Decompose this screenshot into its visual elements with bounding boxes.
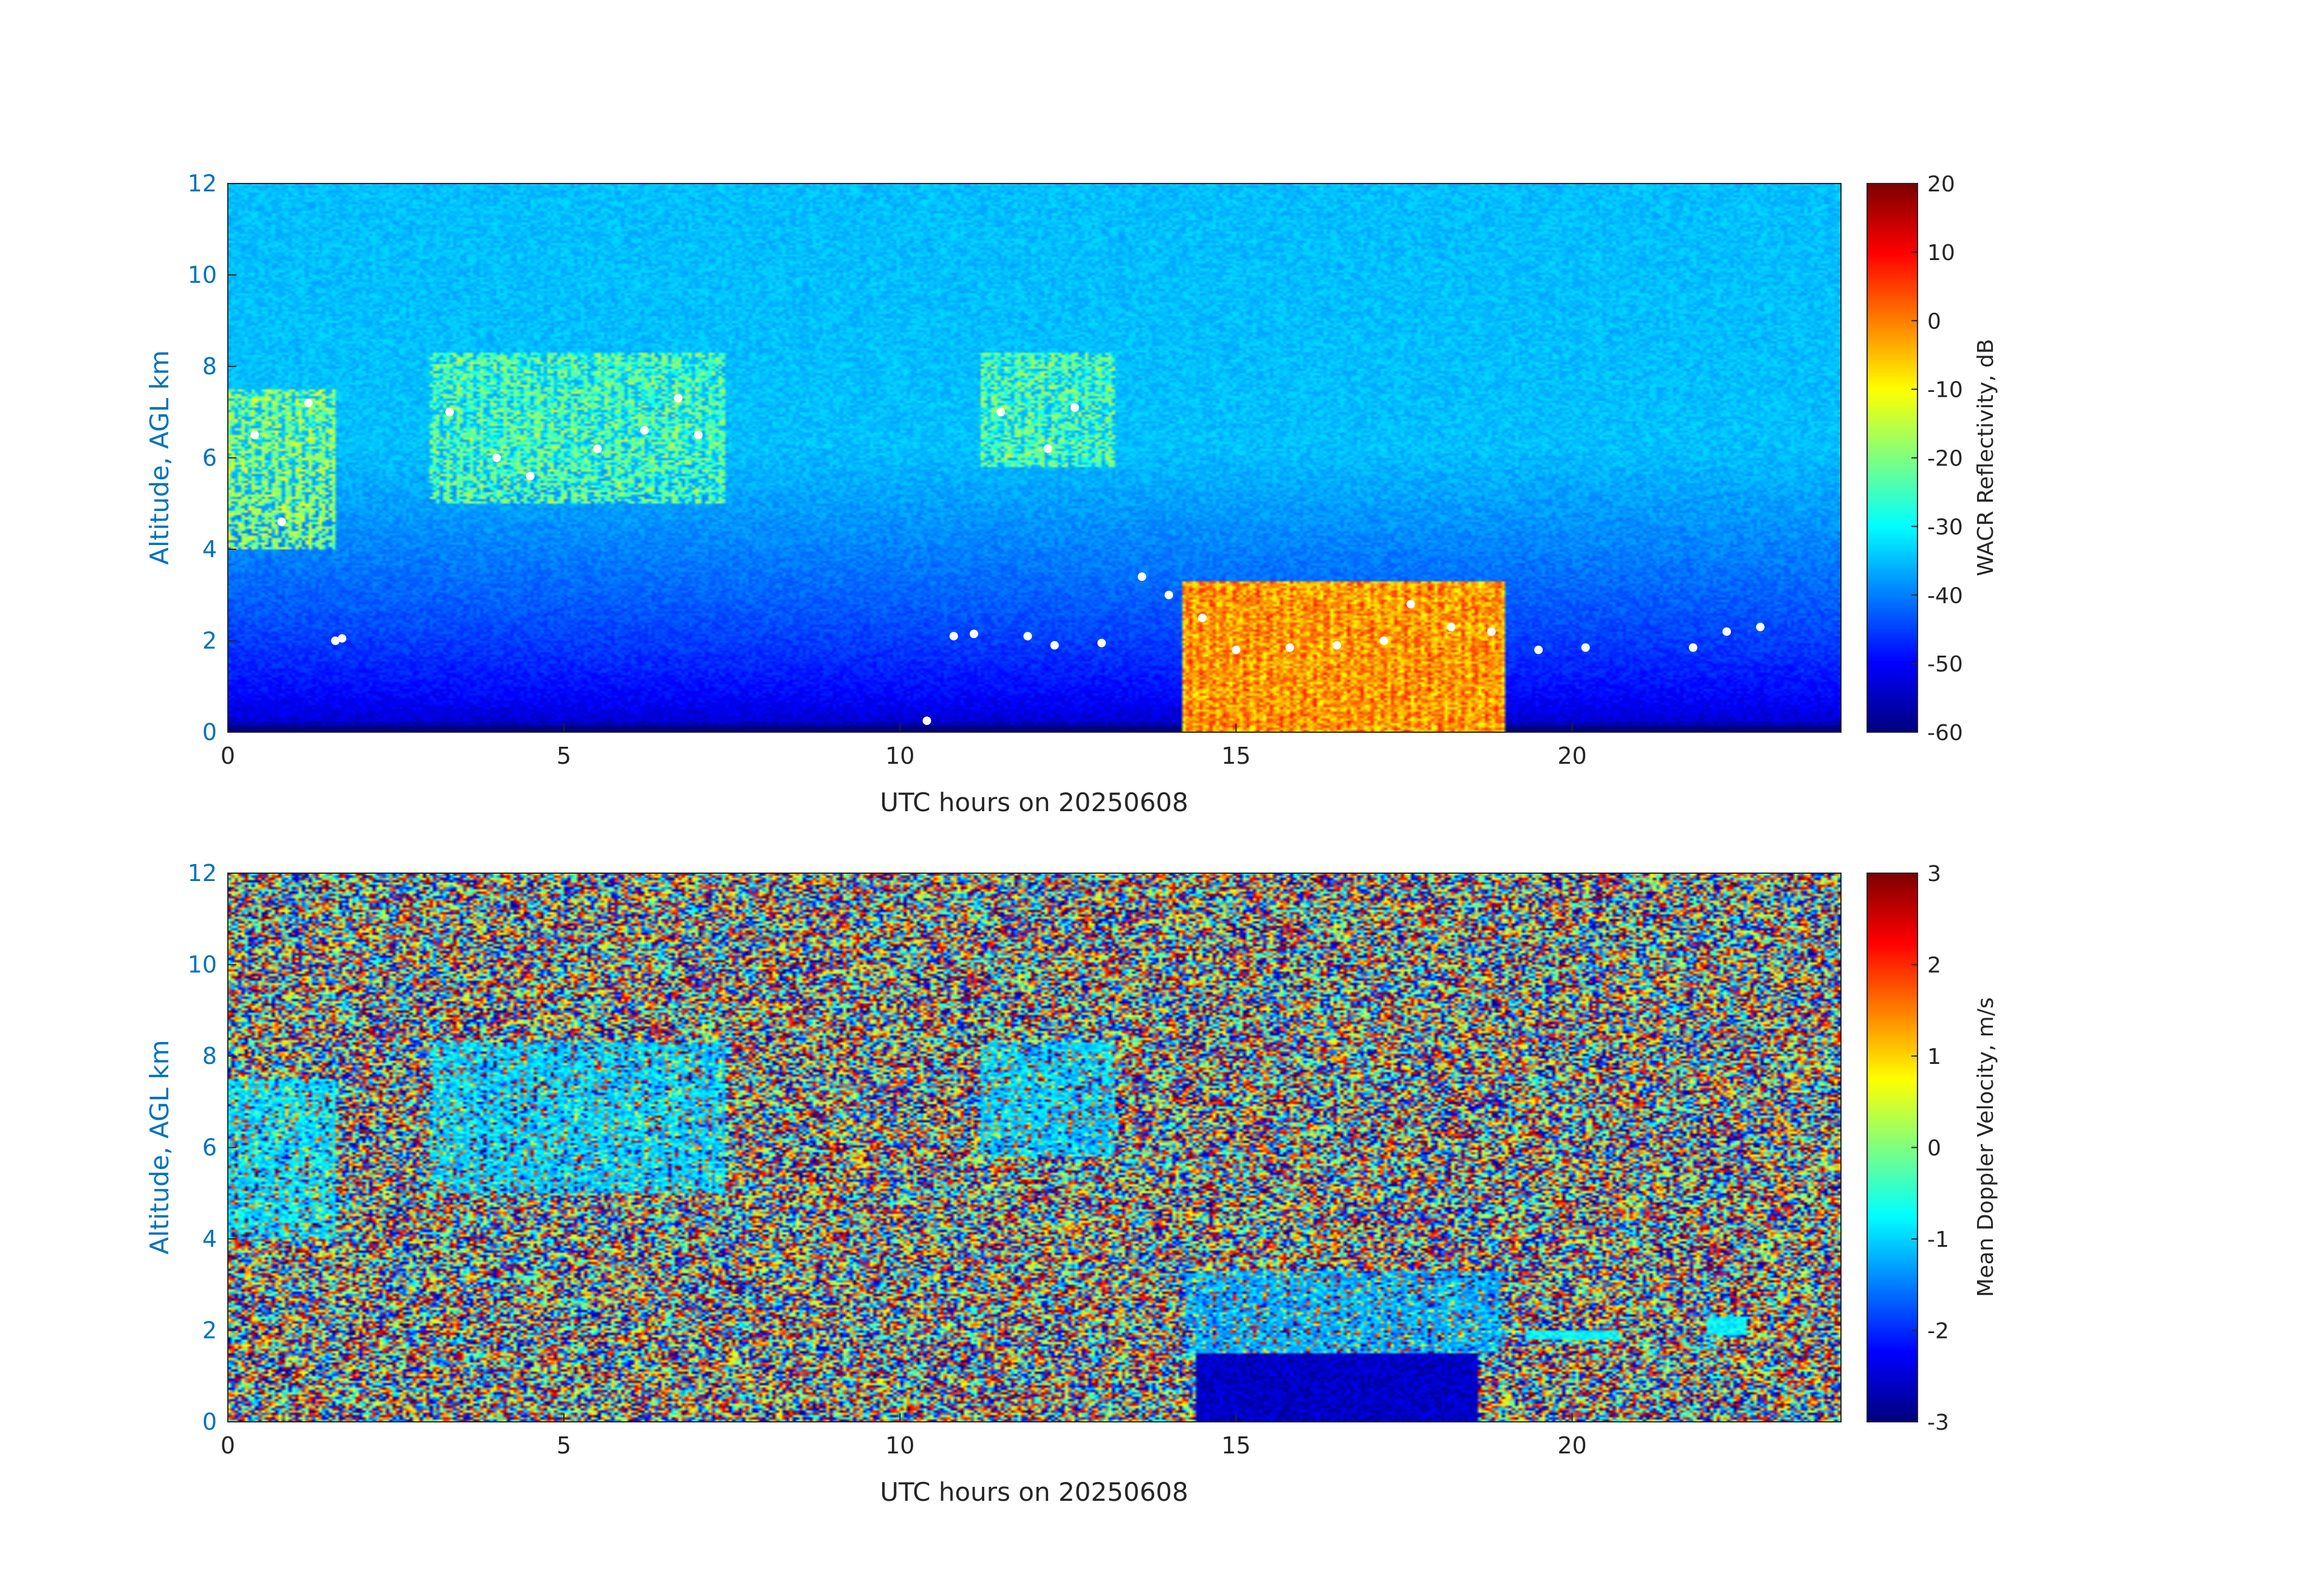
ceilometer-point bbox=[1232, 645, 1241, 654]
ceilometer-point bbox=[1407, 600, 1415, 609]
ceilometer-point bbox=[1198, 613, 1207, 622]
ceilometer-point bbox=[1050, 641, 1059, 650]
colorbar-tick-label: 1 bbox=[1927, 1044, 1941, 1069]
reflectivity-x-axis-label: UTC hours on 20250608 bbox=[880, 787, 1188, 817]
x-tick-label: 15 bbox=[1221, 1432, 1250, 1459]
y-tick-label: 6 bbox=[202, 1134, 217, 1161]
reflectivity-heatmap bbox=[228, 184, 1841, 732]
ceilometer-point bbox=[674, 394, 683, 403]
ceilometer-point bbox=[1023, 631, 1032, 640]
ceilometer-point bbox=[1332, 641, 1342, 650]
ceilometer-point bbox=[640, 426, 649, 435]
ceilometer-point bbox=[277, 517, 286, 526]
ceilometer-point bbox=[694, 430, 703, 439]
ceilometer-point bbox=[250, 430, 259, 439]
y-tick-label: 2 bbox=[202, 628, 217, 654]
reflectivity-y-ticks: 0 2 4 6 8 10 12 bbox=[188, 170, 236, 746]
x-tick-label: 20 bbox=[1557, 743, 1586, 769]
y-tick-label: 10 bbox=[188, 262, 217, 289]
reflectivity-panel: 0 5 10 15 20 0 2 4 6 8 10 12 UTC hours on 20250608… bbox=[145, 170, 1998, 817]
velocity-heatmap bbox=[228, 873, 1841, 1422]
colorbar-tick-label: -40 bbox=[1927, 583, 1963, 608]
y-tick-label: 4 bbox=[202, 1226, 217, 1252]
y-tick-label: 10 bbox=[188, 952, 217, 978]
colorbar-tick-label: -50 bbox=[1927, 652, 1963, 677]
ceilometer-point bbox=[526, 472, 535, 481]
y-tick-label: 12 bbox=[188, 170, 217, 197]
ceilometer-point bbox=[969, 629, 978, 639]
ceilometer-point bbox=[1756, 622, 1765, 631]
y-tick-label: 0 bbox=[202, 1408, 217, 1435]
reflectivity-colorbar-label: WACR Reflectivity, dB bbox=[1973, 339, 1998, 577]
ceilometer-point bbox=[445, 408, 454, 417]
colorbar-tick-label: 20 bbox=[1927, 172, 1955, 197]
y-tick-label: 12 bbox=[188, 860, 217, 887]
ceilometer-point bbox=[1070, 403, 1079, 412]
ceilometer-point bbox=[1722, 627, 1731, 636]
ceilometer-point bbox=[1534, 645, 1543, 654]
ceilometer-point bbox=[922, 716, 931, 725]
reflectivity-y-axis-label: Altitude, AGL km bbox=[145, 350, 174, 564]
y-tick-label: 8 bbox=[202, 1043, 217, 1069]
colorbar-tick-label: -1 bbox=[1927, 1227, 1949, 1252]
ceilometer-point bbox=[338, 634, 347, 643]
ceilometer-point bbox=[492, 453, 501, 462]
ceilometer-point bbox=[1688, 643, 1698, 652]
ceilometer-points bbox=[250, 394, 1765, 725]
y-tick-label: 4 bbox=[202, 536, 217, 563]
x-tick-label: 5 bbox=[557, 743, 571, 769]
velocity-colorbar-ticks: 3 2 1 0 -1 -2 -3 bbox=[1911, 862, 1949, 1435]
ceilometer-point bbox=[949, 631, 958, 640]
velocity-x-axis-label: UTC hours on 20250608 bbox=[880, 1477, 1188, 1507]
colorbar-tick-label: 3 bbox=[1927, 862, 1941, 887]
colorbar-tick-label: 10 bbox=[1927, 241, 1955, 266]
ceilometer-point bbox=[331, 636, 340, 645]
ceilometer-point bbox=[1447, 622, 1456, 631]
velocity-colorbar bbox=[1867, 873, 1918, 1422]
x-tick-label: 10 bbox=[885, 1432, 914, 1459]
ceilometer-point bbox=[1043, 444, 1052, 453]
colorbar-tick-label: -3 bbox=[1927, 1410, 1949, 1435]
ceilometer-point bbox=[1164, 591, 1173, 600]
colorbar-tick-label: -2 bbox=[1927, 1319, 1949, 1344]
ceilometer-point bbox=[1285, 643, 1294, 652]
x-tick-label: 10 bbox=[885, 743, 914, 769]
ceilometer-point bbox=[1379, 636, 1388, 645]
x-tick-label: 20 bbox=[1557, 1432, 1586, 1459]
reflectivity-x-ticks: 0 5 10 15 20 bbox=[221, 724, 1587, 769]
colorbar-tick-label: -60 bbox=[1927, 721, 1963, 746]
colorbar-tick-label: 0 bbox=[1927, 1136, 1941, 1161]
colorbar-tick-label: -20 bbox=[1927, 447, 1963, 472]
ceilometer-point bbox=[1137, 572, 1147, 581]
reflectivity-colorbar-ticks: 20 10 0 -10 -20 -30 -40 -50 -60 bbox=[1911, 172, 1963, 746]
reflectivity-colorbar bbox=[1867, 184, 1918, 732]
y-tick-label: 8 bbox=[202, 353, 217, 380]
ceilometer-point bbox=[593, 444, 602, 453]
ceilometer-point bbox=[1097, 639, 1106, 648]
velocity-x-ticks: 0 5 10 15 20 bbox=[221, 1413, 1587, 1459]
colorbar-tick-label: -30 bbox=[1927, 515, 1963, 540]
ceilometer-point bbox=[996, 408, 1006, 417]
y-tick-label: 2 bbox=[202, 1317, 217, 1344]
ceilometer-point bbox=[304, 399, 313, 408]
velocity-y-axis-label: Altitude, AGL km bbox=[145, 1040, 174, 1254]
x-tick-label: 5 bbox=[557, 1432, 571, 1459]
ceilometer-point bbox=[1487, 627, 1496, 636]
y-tick-label: 0 bbox=[202, 719, 217, 746]
colorbar-tick-label: 0 bbox=[1927, 309, 1941, 334]
colorbar-tick-label: -10 bbox=[1927, 378, 1963, 403]
x-tick-label: 15 bbox=[1221, 743, 1250, 769]
ceilometer-point bbox=[1581, 643, 1590, 652]
colorbar-tick-label: 2 bbox=[1927, 953, 1941, 978]
velocity-colorbar-label: Mean Doppler Velocity, m/s bbox=[1973, 997, 1998, 1297]
x-tick-label: 0 bbox=[221, 743, 235, 769]
y-tick-label: 6 bbox=[202, 445, 217, 472]
x-tick-label: 0 bbox=[221, 1432, 235, 1459]
velocity-y-ticks: 0 2 4 6 8 10 12 bbox=[188, 860, 236, 1435]
